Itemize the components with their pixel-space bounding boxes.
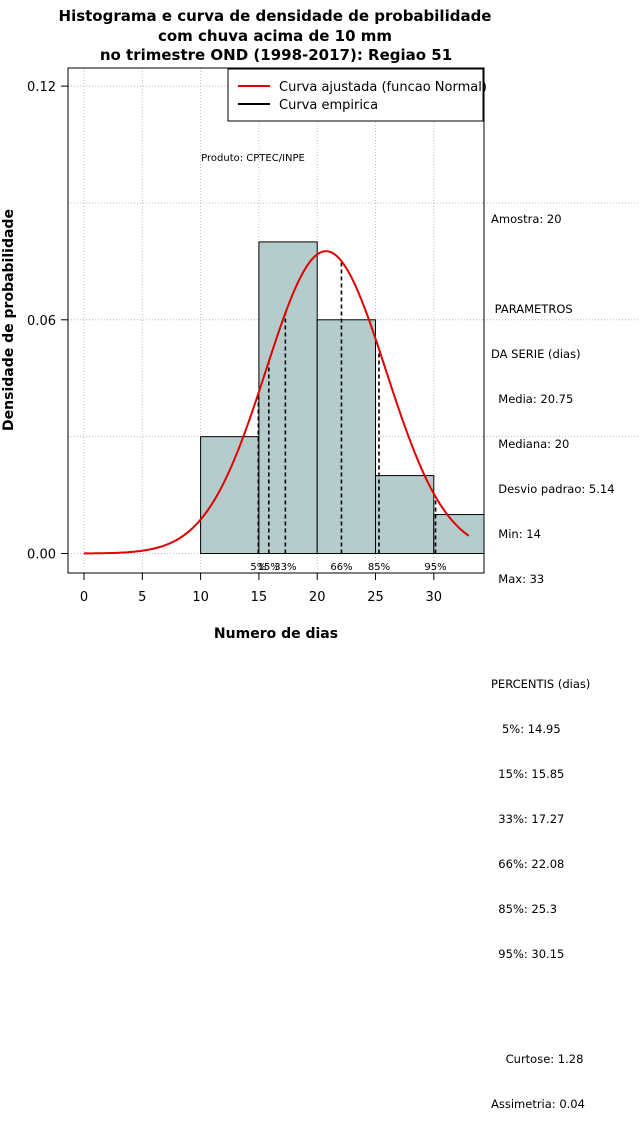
histogram-bar bbox=[200, 436, 260, 554]
percentile-label: 5% bbox=[250, 562, 266, 573]
parameters-subtitle: DA SERIE (dias) bbox=[491, 347, 581, 361]
legend-box bbox=[227, 68, 484, 122]
x-tick-label: 20 bbox=[309, 590, 326, 605]
chart-title-line-1: Histograma e curva de densidade de proba… bbox=[59, 7, 492, 25]
x-tick-label: 10 bbox=[192, 590, 209, 605]
percentile-lines bbox=[257, 261, 437, 554]
percentile-95: 95%: 30.15 bbox=[491, 947, 565, 961]
stat-min: Min: 14 bbox=[491, 527, 541, 541]
parameters-title: PARAMETROS bbox=[491, 302, 573, 316]
percentiles-title: PERCENTIS (dias) bbox=[491, 677, 591, 691]
y-axis-title: Densidade de probabilidade bbox=[1, 209, 17, 431]
y-tick-label: 0.12 bbox=[27, 80, 56, 95]
histogram-bar bbox=[316, 319, 377, 554]
percentile-66: 66%: 22.08 bbox=[491, 857, 565, 871]
histogram-chart: 5%15%33% 66% 85% 95% 0 5 10 15 20 25 30 0.000.060… bbox=[1, 7, 640, 642]
x-tick-label: 25 bbox=[367, 590, 384, 605]
stat-median: Mediana: 20 bbox=[491, 437, 570, 451]
chart-title-line-3: no trimestre OND (1998-2017): Regiao 51 bbox=[100, 46, 452, 64]
chart-title-line-2: com chuva acima de 10 mm bbox=[158, 27, 392, 45]
percentile-label: 15% bbox=[258, 562, 280, 573]
sample-size: Amostra: 20 bbox=[491, 212, 562, 226]
legend-label-fit: Curva ajustada (funcao Normal) bbox=[279, 80, 487, 95]
percentile-label: 66% bbox=[330, 562, 352, 573]
y-tick-label: 0.00 bbox=[27, 548, 56, 563]
percentile-15: 15%: 15.85 bbox=[491, 767, 565, 781]
percentile-85: 85%: 25.3 bbox=[491, 902, 558, 916]
normal-fit-curve bbox=[83, 250, 470, 555]
stat-stddev: Desvio padrao: 5.14 bbox=[491, 482, 615, 496]
x-axis: 0 5 10 15 20 25 30 bbox=[80, 572, 443, 605]
stat-mean: Media: 20.75 bbox=[491, 392, 574, 406]
normal-curve-group bbox=[83, 250, 470, 555]
percentile-label: 95% bbox=[424, 562, 446, 573]
percentile-label: 33% bbox=[274, 562, 296, 573]
percentile-5: 5%: 14.95 bbox=[491, 722, 561, 736]
stat-skewness: Assimetria: 0.04 bbox=[491, 1097, 585, 1111]
legend-label-empirical: Curva empirica bbox=[279, 98, 378, 113]
x-tick-label: 5 bbox=[138, 590, 146, 605]
histogram-bar bbox=[433, 514, 485, 554]
statistics-panel: Amostra: 20 PARAMETROS DA SERIE (dias) M… bbox=[491, 182, 636, 1127]
x-axis-title: Numero de dias bbox=[214, 626, 338, 642]
spacer bbox=[491, 257, 636, 272]
y-axis: 0.00 0.06 0.12 bbox=[27, 80, 69, 563]
x-tick-label: 0 bbox=[80, 590, 88, 605]
product-annotation: Produto: CPTEC/INPE bbox=[201, 153, 305, 164]
spacer bbox=[491, 992, 636, 1022]
stat-max: Max: 33 bbox=[491, 572, 545, 586]
spacer bbox=[491, 617, 636, 647]
x-tick-label: 30 bbox=[426, 590, 443, 605]
x-tick-label: 15 bbox=[251, 590, 268, 605]
legend: Curva ajustada (funcao Normal) Curva emp… bbox=[227, 68, 487, 122]
histogram-bar bbox=[258, 241, 318, 554]
y-tick-label: 0.06 bbox=[27, 314, 56, 329]
percentile-33: 33%: 17.27 bbox=[491, 812, 565, 826]
stat-kurtosis: Curtose: 1.28 bbox=[491, 1052, 584, 1066]
percentile-labels: 5%15%33% 66% 85% 95% bbox=[250, 562, 446, 573]
histogram-bar bbox=[375, 475, 435, 555]
percentile-label: 85% bbox=[368, 562, 390, 573]
